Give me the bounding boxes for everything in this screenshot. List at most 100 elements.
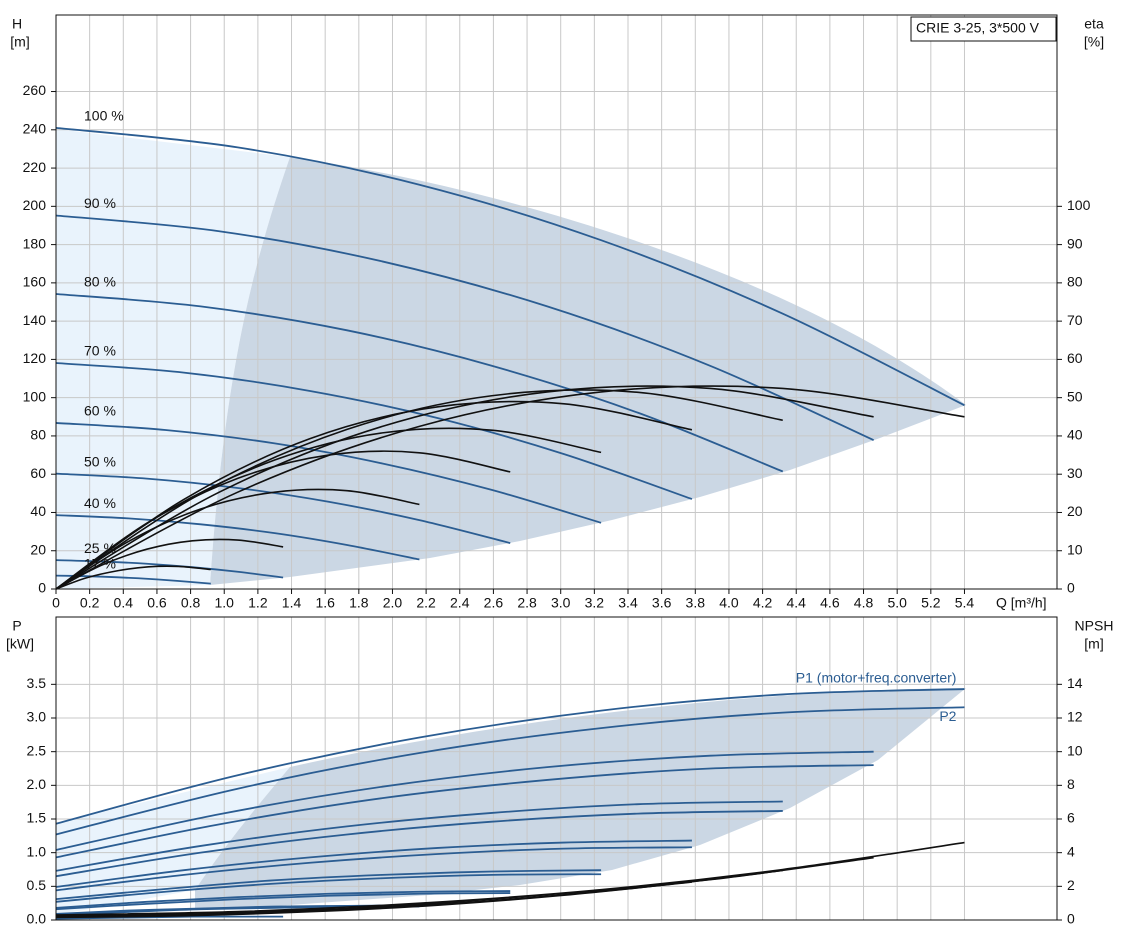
curve xyxy=(55,126,965,407)
curve xyxy=(55,688,965,825)
y2-tick-label: 6 xyxy=(1067,810,1075,826)
y2-axis-label: NPSH xyxy=(1075,618,1114,634)
y2-tick-label: 20 xyxy=(1067,503,1083,519)
y-tick-label: 3.0 xyxy=(27,709,47,725)
y-tick-label: 180 xyxy=(23,235,47,251)
y-tick-label: 40 xyxy=(30,503,46,519)
curve xyxy=(55,810,783,878)
x-tick-label: 3.0 xyxy=(551,595,571,611)
y2-tick-label: 8 xyxy=(1067,776,1075,792)
x-tick-label: 1.2 xyxy=(248,595,268,611)
curve xyxy=(55,890,511,909)
y-axis-label: [kW] xyxy=(6,636,34,652)
y2-tick-label: 14 xyxy=(1067,675,1083,691)
x-tick-label: 3.8 xyxy=(686,595,706,611)
chart-title: CRIE 3-25, 3*500 V xyxy=(916,20,1040,36)
x-tick-label: 4.0 xyxy=(719,595,739,611)
y2-tick-label: 10 xyxy=(1067,742,1083,758)
curve xyxy=(55,873,602,903)
x-tick-label: 5.4 xyxy=(955,595,975,611)
y-tick-label: 260 xyxy=(23,82,47,98)
curve xyxy=(55,869,602,901)
curve-label: 90 % xyxy=(84,195,116,211)
curve-label: 70 % xyxy=(84,343,116,359)
y2-tick-label: 4 xyxy=(1067,843,1075,859)
plot-frame xyxy=(55,14,1058,590)
curve xyxy=(55,706,965,836)
y-tick-label: 120 xyxy=(23,350,47,366)
x-tick-label: 0.6 xyxy=(147,595,167,611)
y2-tick-label: 40 xyxy=(1067,427,1083,443)
y2-axis-label: eta xyxy=(1084,16,1104,32)
y-tick-label: 200 xyxy=(23,197,47,213)
x-tick-label: 0 xyxy=(52,595,60,611)
x-tick-label: 1.8 xyxy=(349,595,369,611)
y2-tick-label: 2 xyxy=(1067,877,1075,893)
curve xyxy=(55,800,783,872)
y2-tick-label: 10 xyxy=(1067,541,1083,557)
y-tick-label: 1.0 xyxy=(27,843,47,859)
curve-label: 80 % xyxy=(84,274,116,290)
y2-curve xyxy=(55,488,420,590)
y2-tick-label: 100 xyxy=(1067,197,1091,213)
y-axis-label: P xyxy=(12,618,21,634)
curve-label: P2 xyxy=(939,708,956,724)
curve xyxy=(55,892,511,911)
y2-curve xyxy=(55,385,874,590)
y2-tick-label: 70 xyxy=(1067,312,1083,328)
y2-tick-label: 30 xyxy=(1067,465,1083,481)
y-tick-label: 20 xyxy=(30,541,46,557)
x-tick-label: 0.8 xyxy=(181,595,201,611)
y2-curve xyxy=(55,565,211,590)
y-tick-label: 0.0 xyxy=(27,911,47,927)
x-tick-label: 0.2 xyxy=(80,595,100,611)
y-tick-label: 160 xyxy=(23,274,47,290)
curve-label: 60 % xyxy=(84,403,116,419)
x-tick-label: 2.8 xyxy=(517,595,537,611)
y2-tick-label: 0 xyxy=(1067,911,1075,927)
x-tick-label: 4.6 xyxy=(820,595,840,611)
x-tick-label: 4.2 xyxy=(753,595,773,611)
curve xyxy=(55,574,211,585)
curve xyxy=(55,472,511,544)
y-tick-label: 60 xyxy=(30,465,46,481)
curve xyxy=(55,293,784,473)
y2-curve xyxy=(55,538,284,590)
curve xyxy=(55,846,692,892)
y-tick-label: 0.5 xyxy=(27,877,47,893)
y-tick-label: 2.5 xyxy=(27,742,47,758)
y-tick-label: 100 xyxy=(23,388,47,404)
y2-tick-label: 90 xyxy=(1067,235,1083,251)
plot-frame xyxy=(55,616,1058,921)
curve-label: 40 % xyxy=(84,495,116,511)
y-tick-label: 0 xyxy=(38,580,46,596)
x-tick-label: 1.6 xyxy=(315,595,335,611)
y2-curve xyxy=(55,881,693,919)
y2-tick-label: 12 xyxy=(1067,709,1083,725)
y-tick-label: 80 xyxy=(30,427,46,443)
curve xyxy=(55,764,874,859)
y-tick-label: 220 xyxy=(23,159,47,175)
curve xyxy=(55,915,284,920)
y-tick-label: 2.0 xyxy=(27,776,47,792)
x-tick-label: 1.0 xyxy=(215,595,235,611)
x-tick-label: 0.4 xyxy=(114,595,134,611)
y-tick-label: 1.5 xyxy=(27,810,47,826)
curve xyxy=(55,362,693,500)
title-box xyxy=(910,16,1057,42)
range-area xyxy=(210,157,966,585)
y-tick-label: 3.5 xyxy=(27,675,47,691)
range-area-light xyxy=(56,767,290,915)
curve xyxy=(55,750,874,851)
curve-label: 50 % xyxy=(84,453,116,469)
x-tick-label: 4.4 xyxy=(787,595,807,611)
y2-tick-label: 0 xyxy=(1067,580,1075,596)
curve-label: P1 (motor+freq.converter) xyxy=(796,670,957,686)
y2-tick-label: 60 xyxy=(1067,350,1083,366)
y-tick-label: 140 xyxy=(23,312,47,328)
x-tick-label: 4.8 xyxy=(854,595,874,611)
y2-axis-label: [m] xyxy=(1084,636,1103,652)
y2-tick-label: 50 xyxy=(1067,388,1083,404)
x-tick-label: 2.4 xyxy=(450,595,470,611)
